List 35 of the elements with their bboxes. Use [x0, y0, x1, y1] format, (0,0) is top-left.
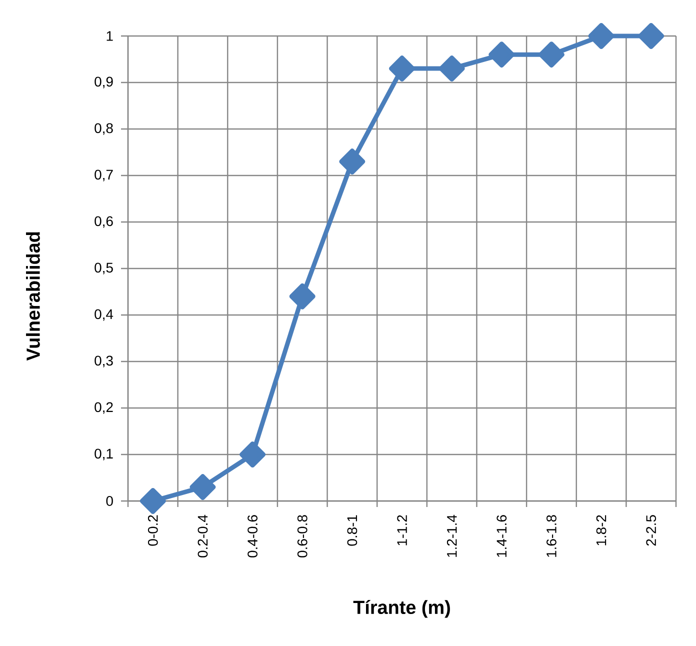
point	[638, 22, 664, 49]
y-tick-label: 0,8	[94, 123, 113, 135]
y-tick-label: 0,4	[94, 309, 114, 321]
point	[140, 488, 166, 514]
y-tick-label: 0,1	[94, 448, 113, 460]
x-tick-label: 1.8-2	[596, 515, 606, 546]
x-axis-title: Tírante (m)	[353, 600, 450, 618]
point	[389, 56, 415, 82]
point	[289, 283, 316, 310]
x-tick-label: 0.8-1	[347, 515, 358, 546]
point	[438, 56, 465, 82]
y-tick-label: 0,6	[94, 216, 113, 228]
x-tick-label: 0.6-0.8	[297, 515, 308, 558]
point	[190, 474, 216, 500]
y-tick-label: 0,3	[94, 356, 113, 368]
y-axis-title: Vulnerabilidad	[26, 232, 40, 361]
point	[488, 42, 515, 68]
point	[588, 22, 614, 49]
y-tick-label: 1	[106, 31, 113, 41]
y-tick-label: 0,5	[94, 262, 113, 274]
y-tick-label: 0,9	[94, 76, 113, 88]
x-tick-label: 1.4-1.6	[496, 515, 507, 557]
x-tick-label: 1.6-1.8	[546, 515, 556, 557]
x-tick-label: 1.2-1.4	[446, 514, 457, 557]
point	[339, 148, 366, 175]
x-tick-label: 0.4-0.6	[248, 515, 258, 558]
point	[240, 442, 266, 468]
x-tick-label: 1-1.2	[397, 515, 407, 546]
x-tick-label: 0-0.2	[148, 515, 158, 546]
x-tick-label: 0.2-0.4	[198, 514, 208, 558]
y-tick-label: 0,7	[94, 170, 113, 182]
y-tick-label: 0	[106, 496, 113, 506]
x-tick-label: 2-2.5	[646, 515, 656, 546]
point	[538, 42, 564, 68]
y-tick-label: 0,2	[94, 402, 113, 414]
